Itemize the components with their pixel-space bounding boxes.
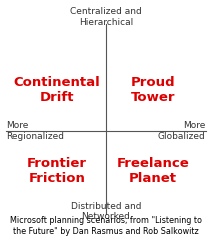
Text: Microsoft planning scenarios, from "Listening to
the Future" by Dan Rasmus and R: Microsoft planning scenarios, from "List… — [10, 216, 202, 236]
Text: Proud
Tower: Proud Tower — [130, 76, 175, 104]
Text: Freelance
Planet: Freelance Planet — [116, 157, 189, 185]
Text: More: More — [183, 121, 206, 130]
Text: Continental
Drift: Continental Drift — [14, 76, 101, 104]
Text: Frontier
Friction: Frontier Friction — [27, 157, 87, 185]
Text: Globalized: Globalized — [158, 132, 206, 141]
Text: More: More — [6, 121, 29, 130]
Text: Centralized and
Hierarchical: Centralized and Hierarchical — [70, 7, 142, 27]
Text: Regionalized: Regionalized — [6, 132, 64, 141]
Text: Distributed and
Networked: Distributed and Networked — [71, 202, 141, 221]
